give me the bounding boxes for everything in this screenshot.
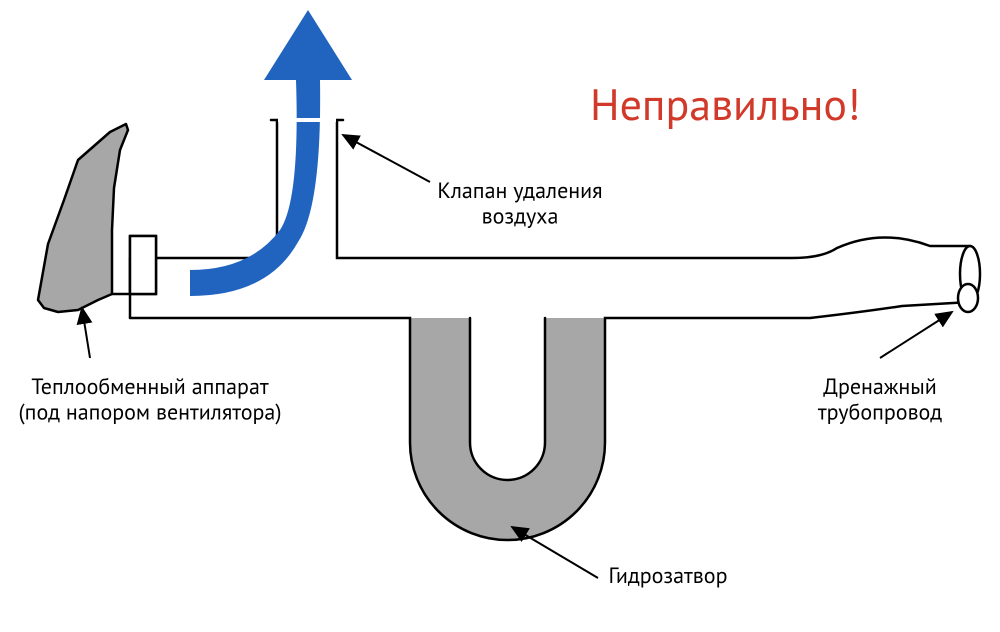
label-text: Дренажный bbox=[823, 373, 937, 401]
label-text: трубопровод bbox=[818, 398, 942, 426]
label: Гидрозатвор bbox=[609, 562, 728, 590]
label-text: Гидрозатвор bbox=[609, 562, 728, 590]
label-text: Клапан удаления bbox=[437, 177, 602, 205]
label: Клапан удалениявоздуха bbox=[437, 177, 602, 230]
leader-line bbox=[512, 527, 598, 578]
pipe-outline-u-inner bbox=[470, 318, 545, 480]
label: Дренажныйтрубопровод bbox=[818, 373, 942, 426]
title-text: Неправильно! bbox=[590, 76, 860, 133]
outlet-opening-behind bbox=[958, 284, 978, 312]
label-text: Теплообменный аппарат bbox=[31, 373, 268, 401]
leader-line bbox=[343, 135, 430, 182]
label: Теплообменный аппарат(под напором вентил… bbox=[19, 373, 282, 426]
label-text: воздуха bbox=[482, 202, 559, 230]
label-text: (под напором вентилятора) bbox=[19, 398, 282, 426]
leader-line bbox=[880, 312, 952, 358]
water-seal-fill bbox=[410, 318, 605, 540]
vent-open-mask bbox=[278, 118, 336, 122]
heat-exchanger-connector bbox=[130, 236, 156, 294]
diagram-root: Неправильно! Теплообменный аппарат(под н… bbox=[0, 0, 1000, 632]
leader-line bbox=[82, 308, 90, 358]
